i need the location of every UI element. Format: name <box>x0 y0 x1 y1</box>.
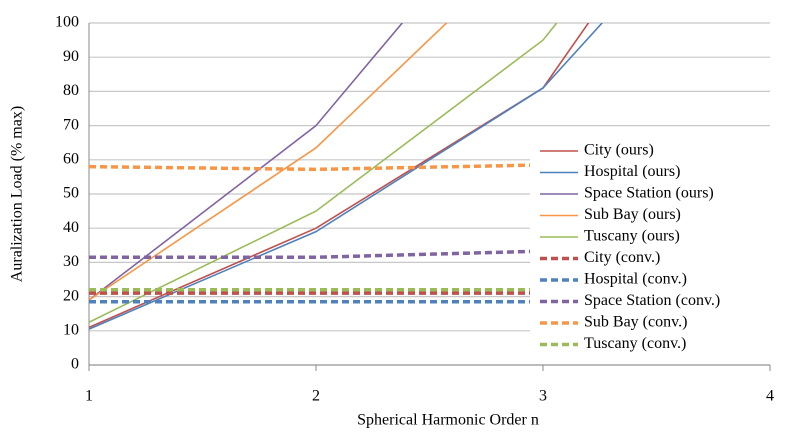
legend-label: Hospital (conv.) <box>584 271 687 288</box>
legend-box <box>530 140 770 357</box>
series-line <box>89 23 604 330</box>
legend-label: Space Station (ours) <box>584 185 714 202</box>
x-tick-label: 1 <box>85 388 93 405</box>
x-tick-label: 3 <box>539 388 547 405</box>
legend-label: City (conv.) <box>584 249 660 266</box>
x-tick-label: 2 <box>312 388 320 405</box>
y-tick-label: 90 <box>63 48 79 65</box>
y-tick-label: 40 <box>63 219 79 236</box>
y-tick-label: 30 <box>63 253 79 270</box>
series-line <box>89 23 590 329</box>
y-tick-label: 20 <box>63 287 79 304</box>
legend-label: Sub Bay (ours) <box>584 206 681 223</box>
series-line <box>89 23 558 323</box>
series-line <box>89 23 448 301</box>
legend-label: Hospital (ours) <box>584 163 680 180</box>
x-tick-label: 4 <box>766 388 774 405</box>
y-tick-label: 60 <box>63 150 79 167</box>
legend-label: Tuscany (conv.) <box>584 335 686 352</box>
series-line <box>89 23 404 301</box>
y-tick-label: 100 <box>55 14 79 31</box>
y-tick-label: 70 <box>63 116 79 133</box>
y-axis-label: Auralization Load (% max) <box>9 106 26 282</box>
series-line <box>89 249 544 260</box>
y-tick-label: 0 <box>71 356 79 373</box>
y-tick-label: 10 <box>63 321 79 338</box>
y-tick-label: 80 <box>63 82 79 99</box>
legend-label: Space Station (conv.) <box>584 292 720 309</box>
legend-label: Tuscany (ours) <box>584 228 680 245</box>
x-axis-label: Spherical Harmonic Order n <box>357 412 539 429</box>
legend-label: City (ours) <box>584 142 654 159</box>
series-line <box>89 163 544 172</box>
y-tick-label: 50 <box>63 185 79 202</box>
legend-label: Sub Bay (conv.) <box>584 314 687 331</box>
plot <box>89 23 604 330</box>
